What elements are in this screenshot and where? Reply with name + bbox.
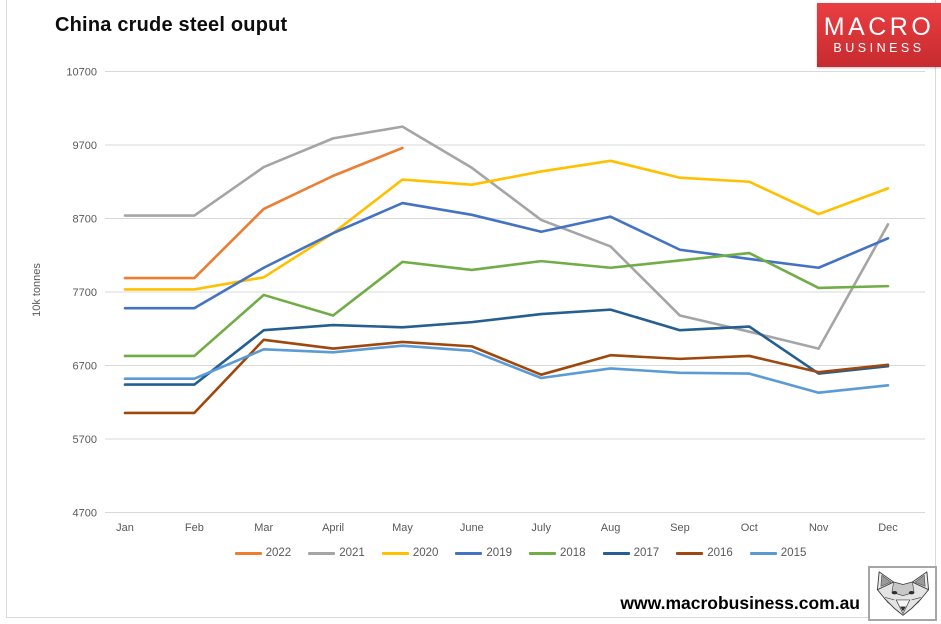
fox-icon	[876, 570, 929, 616]
series-line-2020	[123, 159, 890, 291]
y-tick-label: 9700	[73, 140, 97, 152]
legend-item-2019: 2019	[455, 547, 512, 559]
chart-legend: 2022 2021 2020 2019 2018 2017 2016 2015	[110, 545, 931, 561]
x-tick-label: July	[531, 522, 551, 534]
legend-swatch	[308, 551, 336, 555]
macrobusiness-logo: MACRO BUSINESS	[817, 3, 941, 67]
x-tick-label: June	[460, 522, 484, 534]
y-tick-label: 6700	[73, 361, 97, 373]
legend-label: 2015	[780, 547, 807, 559]
logo-text-macro: MACRO	[823, 13, 935, 42]
series-line-2019	[123, 201, 890, 310]
series-line-2015	[123, 344, 890, 394]
legend-item-2017: 2017	[602, 547, 660, 559]
x-tick-label: Mar	[254, 522, 273, 534]
legend-item-2016: 2016	[676, 547, 733, 559]
fox-logo	[868, 566, 937, 621]
x-tick-label: Feb	[185, 522, 204, 534]
legend-swatch	[381, 551, 409, 555]
legend-label: 2017	[633, 547, 660, 559]
legend-item-2022: 2022	[234, 547, 292, 559]
x-tick-label: Sep	[670, 522, 690, 534]
legend-label: 2016	[707, 547, 733, 559]
y-tick-label: 10700	[66, 67, 97, 79]
legend-swatch	[234, 551, 262, 555]
legend-swatch	[455, 551, 483, 555]
series-line-2018	[123, 251, 890, 358]
legend-label: 2020	[412, 547, 439, 559]
frame-left-line	[6, 0, 7, 618]
legend-item-2018: 2018	[529, 547, 586, 559]
series-line-2016	[123, 338, 890, 415]
legend-swatch	[676, 551, 704, 555]
x-tick-label: Jan	[116, 522, 134, 534]
x-tick-label: Aug	[601, 522, 621, 534]
legend-swatch	[602, 551, 630, 555]
series-line-2017	[123, 308, 890, 386]
x-tick-label: April	[322, 522, 344, 534]
x-tick-label: Nov	[809, 522, 829, 534]
legend-label: 2019	[486, 547, 512, 559]
legend-label: 2021	[339, 547, 365, 559]
legend-label: 2022	[265, 547, 292, 559]
legend-swatch	[749, 551, 777, 555]
x-tick-label: Oct	[741, 522, 758, 534]
legend-item-2020: 2020	[381, 547, 439, 559]
y-tick-label: 7700	[73, 287, 97, 299]
website-url[interactable]: www.macrobusiness.com.au	[620, 593, 860, 613]
legend-swatch	[529, 551, 556, 555]
x-tick-label: Dec	[878, 522, 898, 534]
frame-right-line	[935, 0, 936, 618]
legend-item-2021: 2021	[308, 547, 365, 559]
y-tick-label: 5700	[73, 434, 97, 446]
frame-bottom-line	[6, 617, 936, 618]
series-line-2022	[123, 146, 404, 280]
logo-text-business: BUSINESS	[833, 41, 925, 56]
y-tick-label: 4700	[73, 508, 97, 520]
legend-label: 2018	[560, 547, 586, 559]
legend-item-2015: 2015	[749, 547, 807, 559]
x-tick-label: May	[392, 522, 413, 534]
chart-title: China crude steel ouput	[55, 14, 288, 36]
y-tick-label: 8700	[73, 214, 97, 226]
